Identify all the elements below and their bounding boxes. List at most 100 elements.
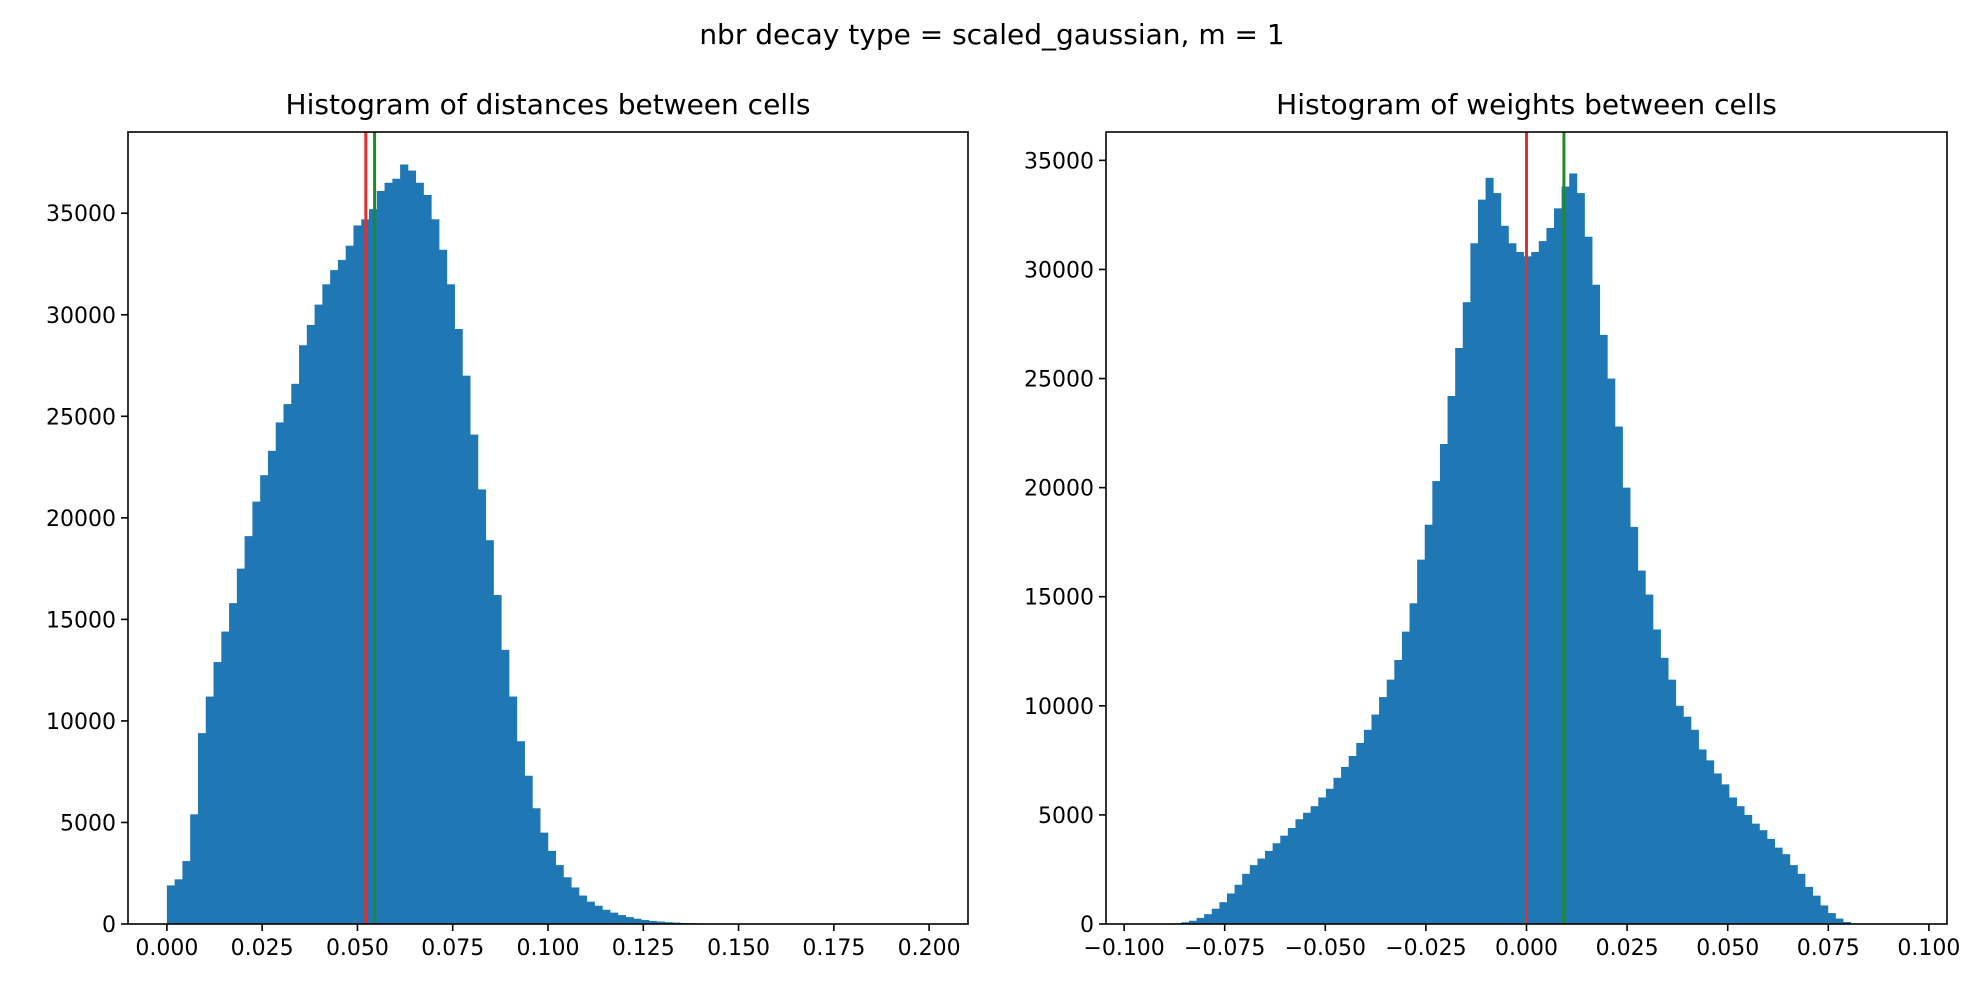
histogram-bar xyxy=(392,178,401,924)
histogram-bar xyxy=(1683,716,1692,924)
histogram-bar xyxy=(1827,913,1836,924)
histogram-bar xyxy=(337,259,347,924)
x-tick-label: 0.000 xyxy=(1495,936,1558,961)
histogram-bar xyxy=(586,901,595,924)
histogram-bar xyxy=(1257,858,1266,924)
histogram-bar xyxy=(1234,884,1243,924)
histogram-bar xyxy=(1363,729,1372,924)
histogram-bar xyxy=(1614,426,1623,924)
histogram-bar xyxy=(1439,444,1448,924)
histogram-bar xyxy=(462,375,471,924)
histogram-bar xyxy=(244,536,253,924)
histogram-bar xyxy=(1341,766,1350,924)
histogram-bar xyxy=(190,814,199,924)
histogram-bar xyxy=(610,912,619,924)
x-tick-label: 0.100 xyxy=(1897,936,1960,961)
histogram-bar xyxy=(1622,487,1631,924)
distance-bars xyxy=(166,164,790,925)
histogram-bar xyxy=(1546,228,1555,924)
histogram-bar xyxy=(1455,348,1464,924)
histogram-bar xyxy=(1531,252,1540,924)
histogram-bar xyxy=(1333,777,1342,924)
x-tick-label: −0.100 xyxy=(1083,936,1164,961)
x-tick-label: 0.075 xyxy=(421,936,484,961)
histogram-bar xyxy=(252,501,261,924)
histogram-bar xyxy=(594,905,603,924)
histogram-bar xyxy=(1409,603,1418,924)
histogram-bar xyxy=(1508,243,1517,924)
histogram-bar xyxy=(1242,873,1251,924)
histogram-bar xyxy=(1675,705,1684,924)
y-tick-label: 30000 xyxy=(1024,258,1094,283)
histogram-bar xyxy=(1325,788,1334,924)
x-tick-label: −0.050 xyxy=(1285,936,1366,961)
x-tick-label: 0.025 xyxy=(1596,936,1659,961)
histogram-bar xyxy=(555,865,564,924)
histogram-bar xyxy=(633,918,642,924)
histogram-bar xyxy=(1500,225,1509,924)
histogram-bar xyxy=(563,877,572,924)
histogram-bar xyxy=(299,345,308,925)
histogram-bar xyxy=(283,404,292,924)
histogram-bar xyxy=(1265,850,1274,924)
histogram-bar xyxy=(415,182,424,924)
histogram-bar xyxy=(625,917,634,924)
histogram-bar xyxy=(508,696,518,924)
histogram-bar xyxy=(1485,177,1494,924)
histogram-bar xyxy=(376,190,385,924)
histogram-bar xyxy=(439,249,448,924)
histogram-bar xyxy=(322,284,331,924)
histogram-bar xyxy=(1181,922,1190,924)
histogram-bar xyxy=(1744,814,1753,924)
histogram-bar xyxy=(1576,193,1585,925)
histogram-bar xyxy=(1516,252,1525,924)
histogram-bar xyxy=(1607,378,1616,924)
histogram-bar xyxy=(1805,886,1814,924)
histogram-bar xyxy=(1706,760,1715,924)
histogram-bar xyxy=(291,383,300,924)
weight-histogram-title: Histogram of weights between cells xyxy=(1276,88,1777,121)
histogram-bar xyxy=(617,915,626,924)
histogram-bar xyxy=(454,328,463,925)
histogram-bar xyxy=(1538,241,1547,925)
histogram-bar xyxy=(267,450,277,924)
histogram-bar xyxy=(1272,843,1281,924)
x-tick-label: 0.200 xyxy=(898,936,961,961)
histogram-bar xyxy=(1584,236,1593,925)
histogram-bar xyxy=(400,164,409,925)
histogram-bar xyxy=(1592,284,1601,925)
x-tick-label: −0.075 xyxy=(1184,936,1265,961)
y-tick-label: 15000 xyxy=(1024,586,1094,611)
histogram-bar xyxy=(1386,679,1395,924)
histogram-bar xyxy=(236,568,246,924)
histogram-bar xyxy=(166,885,176,924)
histogram-bar xyxy=(1637,570,1646,924)
histogram-bar xyxy=(1554,208,1563,925)
histogram-bar xyxy=(1820,905,1829,924)
histogram-bar xyxy=(1782,854,1791,924)
histogram-bar xyxy=(1394,660,1403,924)
histogram-bar xyxy=(602,909,611,924)
histogram-bar xyxy=(578,895,588,924)
x-tick-label: −0.025 xyxy=(1385,936,1466,961)
histogram-bar xyxy=(275,422,284,924)
histogram-bar xyxy=(1493,193,1502,925)
y-tick-label: 20000 xyxy=(1024,477,1094,502)
histogram-bar xyxy=(1751,823,1760,924)
histogram-bar xyxy=(1797,873,1806,924)
y-tick-label: 25000 xyxy=(1024,368,1094,393)
histogram-bar xyxy=(501,649,510,924)
y-tick-label: 10000 xyxy=(46,710,116,735)
histogram-bar xyxy=(1432,481,1441,924)
histogram-bar xyxy=(656,921,665,924)
histogram-bar xyxy=(524,775,533,924)
histogram-bar xyxy=(384,182,393,924)
histogram-bar xyxy=(229,603,238,924)
histogram-bar xyxy=(1736,806,1745,924)
x-tick-label: 0.100 xyxy=(517,936,580,961)
histogram-bar xyxy=(1835,918,1844,924)
x-tick-label: 0.150 xyxy=(707,936,770,961)
histogram-bar xyxy=(1310,806,1319,924)
histogram-bar xyxy=(1668,679,1677,924)
histogram-bar xyxy=(477,489,487,924)
